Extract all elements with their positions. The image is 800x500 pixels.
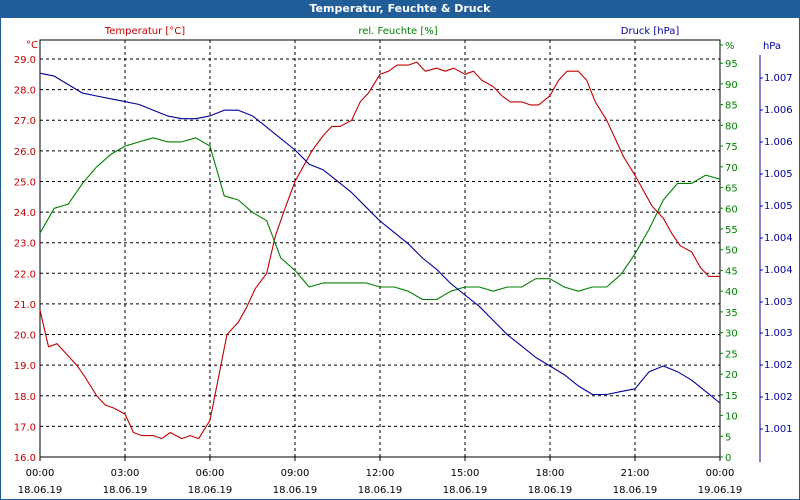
y-pressure-tick: 1.004 xyxy=(764,233,793,244)
y-left-tick: 29.0 xyxy=(14,55,36,66)
plot-area xyxy=(39,39,721,458)
x-tick-time: 06:00 xyxy=(196,468,225,479)
x-tick-date: 18.06.19 xyxy=(613,485,658,496)
y-left-tick: 18.0 xyxy=(14,392,36,403)
y-humidity-tick: 0 xyxy=(725,453,731,464)
y-humidity-tick: 65 xyxy=(725,184,738,195)
y-pressure-tick: 1.006 xyxy=(764,137,793,148)
y-humidity-tick: 45 xyxy=(725,266,738,277)
x-tick-time: 00:00 xyxy=(26,468,55,479)
y-humidity-tick: 75 xyxy=(725,142,738,153)
y-left-tick: 22.0 xyxy=(14,269,36,280)
y-pressure-tick: 1.002 xyxy=(764,360,793,371)
y-left-tick: 23.0 xyxy=(14,239,36,250)
y-left-tick: 20.0 xyxy=(14,331,36,342)
y-humidity-tick: 85 xyxy=(725,101,738,112)
x-tick-time: 15:00 xyxy=(451,468,480,479)
y-pressure-tick: 1.001 xyxy=(764,424,793,435)
y-humidity-tick: 35 xyxy=(725,308,738,319)
y-left-tick: 17.0 xyxy=(14,422,36,433)
series-line-1 xyxy=(39,61,720,440)
x-tick-date: 18.06.19 xyxy=(273,485,318,496)
x-tick-time: 03:00 xyxy=(111,468,140,479)
y-pressure-tick: 1.003 xyxy=(764,328,793,339)
y-humidity-tick: 40 xyxy=(725,287,738,298)
y-humidity-tick: 30 xyxy=(725,329,738,340)
y-humidity-tick: 25 xyxy=(725,349,738,360)
y-pressure-unit: hPa xyxy=(763,41,781,52)
y-left-tick: 19.0 xyxy=(14,361,36,372)
y-humidity-tick: 50 xyxy=(725,246,738,257)
y-pressure-tick: 1.006 xyxy=(764,105,793,116)
series-line-3 xyxy=(39,72,721,404)
y-humidity-tick: 70 xyxy=(725,163,738,174)
y-humidity-tick: 20 xyxy=(725,370,738,381)
y-left-tick: 27.0 xyxy=(14,116,36,127)
x-tick-time: 00:00 xyxy=(706,468,735,479)
y-humidity-tick: 95 xyxy=(725,59,738,70)
x-tick-date: 18.06.19 xyxy=(103,485,148,496)
x-tick-date: 18.06.19 xyxy=(358,485,403,496)
y-humidity-tick: 10 xyxy=(725,412,738,423)
y-humidity-tick: 90 xyxy=(725,80,738,91)
x-tick-time: 12:00 xyxy=(366,468,395,479)
legend-item-1: Temperatur [°C] xyxy=(104,26,185,37)
y-humidity-tick: 5 xyxy=(725,432,731,443)
y-left-tick: 28.0 xyxy=(14,86,36,97)
y-left-unit: °C xyxy=(26,40,38,51)
y-pressure-tick: 1.002 xyxy=(764,392,793,403)
y-humidity-tick: 15 xyxy=(725,391,738,402)
legend-item-2: rel. Feuchte [%] xyxy=(358,26,437,37)
x-tick-date: 18.06.19 xyxy=(188,485,233,496)
y-humidity-tick: % xyxy=(725,41,735,52)
y-left-tick: 24.0 xyxy=(14,208,36,219)
x-tick-date: 18.06.19 xyxy=(18,485,63,496)
y-pressure-tick: 1.005 xyxy=(764,169,793,180)
y-humidity-tick: 55 xyxy=(725,225,738,236)
y-left-tick: 26.0 xyxy=(14,147,36,158)
legend-item-3: Druck [hPa] xyxy=(621,26,680,37)
y-pressure-tick: 1.005 xyxy=(764,201,793,212)
x-tick-time: 21:00 xyxy=(621,468,650,479)
y-pressure-tick: 1.003 xyxy=(764,297,793,308)
x-tick-time: 18:00 xyxy=(536,468,565,479)
y-pressure-tick: 1.007 xyxy=(764,73,793,84)
y-humidity-tick: 80 xyxy=(725,121,738,132)
x-tick-date: 18.06.19 xyxy=(443,485,488,496)
y-left-tick: 25.0 xyxy=(14,177,36,188)
y-humidity-tick: 60 xyxy=(725,204,738,215)
y-pressure-tick: 1.004 xyxy=(764,265,793,276)
x-tick-time: 09:00 xyxy=(281,468,310,479)
y-left-tick: 21.0 xyxy=(14,300,36,311)
x-tick-date: 18.06.19 xyxy=(528,485,573,496)
series-line-2 xyxy=(39,137,721,301)
y-left-tick: 16.0 xyxy=(14,453,36,464)
x-tick-date: 19.06.19 xyxy=(698,485,743,496)
chart-title: Temperatur, Feuchte & Druck xyxy=(0,0,800,18)
